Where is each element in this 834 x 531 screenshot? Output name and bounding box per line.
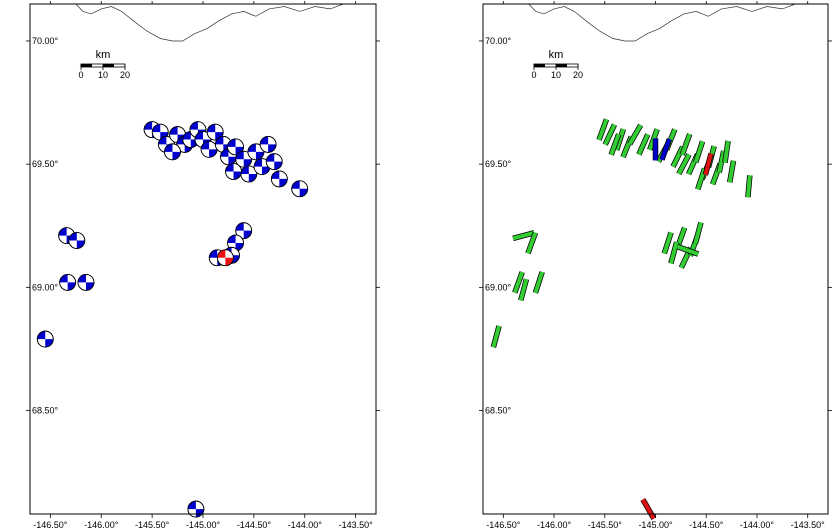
map-frame xyxy=(29,3,377,515)
lon-tick-label: -144.00° xyxy=(288,520,323,530)
scale-bar-label: 10 xyxy=(551,70,561,80)
scale-bar-label: 0 xyxy=(531,70,536,80)
scale-bar-label: 20 xyxy=(120,70,130,80)
strike-bar xyxy=(613,128,626,151)
lon-tick-label: -144.00° xyxy=(740,520,775,530)
beachball xyxy=(59,274,77,291)
lon-tick-label: -144.50° xyxy=(689,520,724,530)
scale-bar: km 0 10 20 xyxy=(78,49,130,80)
scale-bar-label: 0 xyxy=(78,70,83,80)
lat-tick-label: 69.50° xyxy=(485,159,512,169)
strike-bar xyxy=(702,152,714,176)
beachball xyxy=(225,163,242,180)
strike-bar xyxy=(722,140,731,164)
beachball xyxy=(259,136,277,153)
beachball xyxy=(77,274,95,291)
lat-tick-label: 70.00° xyxy=(485,36,512,46)
strike-bar xyxy=(726,160,737,183)
beachball xyxy=(235,150,253,168)
lon-tick-label: -145.50° xyxy=(588,520,623,530)
strike-bar xyxy=(659,138,672,161)
lon-tick-label: -145.50° xyxy=(135,520,170,530)
lat-tick-label: 68.50° xyxy=(485,406,512,416)
lat-tick-label: 69.00° xyxy=(485,282,512,292)
beachball xyxy=(227,138,244,156)
beachball xyxy=(265,153,283,171)
strike-bar xyxy=(608,133,622,156)
lon-tick-label: -146.00° xyxy=(84,520,119,530)
strike-bar xyxy=(716,150,727,174)
strike-bar xyxy=(518,278,530,302)
scale-bar-label: 10 xyxy=(98,70,108,80)
lat-tick-label: 70.00° xyxy=(32,36,59,46)
beachball xyxy=(291,180,309,198)
lon-tick-label: -146.50° xyxy=(486,520,521,530)
coastline xyxy=(528,3,796,42)
scale-bar-title: km xyxy=(96,49,111,61)
coastline xyxy=(75,3,344,42)
scale-bar-label: 20 xyxy=(573,70,583,80)
strike-bar xyxy=(512,271,525,294)
beachball xyxy=(36,330,54,348)
beachball xyxy=(68,232,86,249)
lon-tick-label: -145.00° xyxy=(638,520,673,530)
strike-bar xyxy=(668,241,680,265)
left-map-panel: -146.50° -146.00° -145.50° -145.00° -144.50°… xyxy=(26,1,380,530)
strike-bar xyxy=(676,244,700,257)
beachball xyxy=(247,143,265,161)
beachball xyxy=(235,222,253,240)
lon-tick-label: -143.50° xyxy=(339,520,374,530)
scale-bar-title: km xyxy=(549,49,564,61)
lon-tick-label: -144.50° xyxy=(237,520,272,530)
lon-tick-label: -143.50° xyxy=(791,520,826,530)
strike-bar xyxy=(693,140,706,164)
strike-bar xyxy=(602,123,617,146)
beachball xyxy=(164,143,181,161)
lon-tick-label: -146.50° xyxy=(33,520,68,530)
strike-bar xyxy=(679,133,693,156)
strike-bar xyxy=(692,221,704,245)
strike-bar xyxy=(490,325,502,348)
beachball-highlight xyxy=(216,249,234,267)
strike-bar xyxy=(676,153,692,176)
beachball xyxy=(187,500,205,518)
strike-bar xyxy=(532,271,545,294)
strike-bar xyxy=(745,175,753,198)
strike-bar xyxy=(627,123,644,146)
lon-tick-label: -145.00° xyxy=(186,520,221,530)
beachball xyxy=(270,170,288,188)
lon-tick-label: -146.00° xyxy=(537,520,572,530)
strike-bar xyxy=(596,118,610,141)
lat-tick-label: 68.50° xyxy=(32,406,59,416)
strike-bar xyxy=(512,230,535,242)
lat-tick-label: 69.50° xyxy=(32,159,59,169)
strike-bar xyxy=(636,133,651,156)
scale-bar: km 0 10 20 xyxy=(531,49,583,80)
lat-tick-label: 69.00° xyxy=(32,282,59,292)
right-map-panel: -146.50° -146.00° -145.50° -145.00° -144.50°… xyxy=(479,1,832,530)
strike-bar xyxy=(640,498,657,520)
beachball xyxy=(206,123,224,141)
strike-bar xyxy=(525,231,539,255)
beachball xyxy=(240,165,258,183)
map-frame xyxy=(482,3,829,515)
strike-bar xyxy=(661,231,674,255)
beachball xyxy=(200,140,218,158)
